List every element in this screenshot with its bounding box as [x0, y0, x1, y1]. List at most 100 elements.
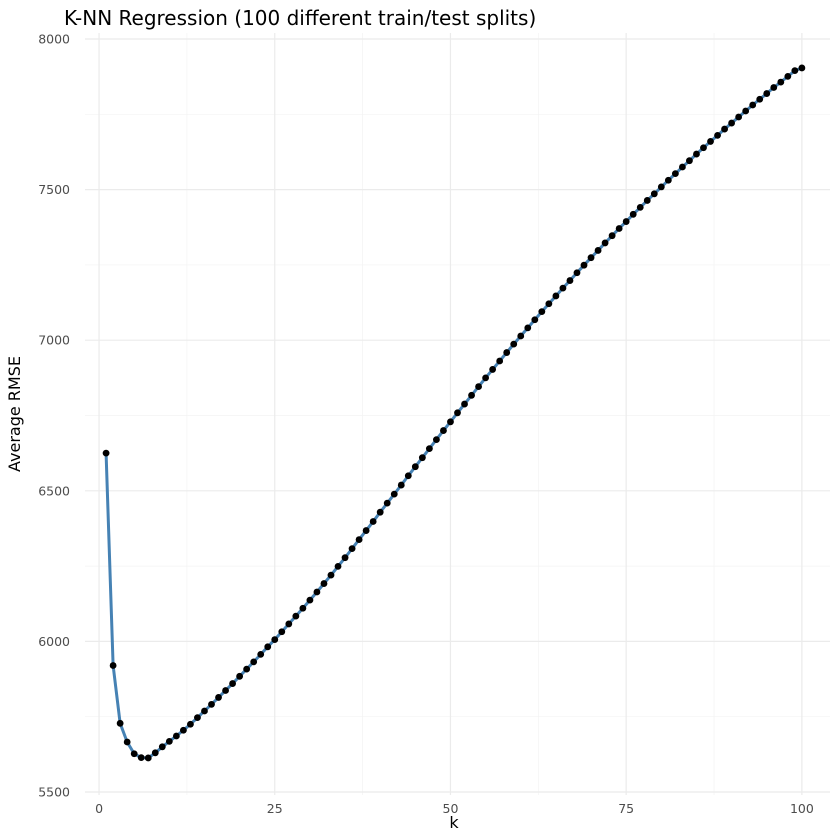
data-point — [587, 254, 595, 262]
data-point — [657, 183, 665, 191]
data-point — [144, 754, 152, 762]
data-point — [264, 643, 272, 651]
x-tick-label: 75 — [618, 801, 634, 816]
y-tick-label: 6500 — [38, 483, 70, 498]
data-point — [130, 750, 138, 758]
data-point — [229, 680, 236, 687]
data-point — [236, 672, 244, 680]
data-point — [496, 357, 504, 365]
data-point — [468, 391, 475, 399]
data-point — [454, 409, 461, 417]
y-axis-title: Average RMSE — [5, 356, 24, 472]
data-point — [650, 190, 658, 198]
data-point — [123, 738, 131, 746]
data-point — [172, 732, 180, 740]
data-point — [714, 132, 721, 139]
x-axis-tick-labels: 0 25 50 75 100 — [95, 801, 814, 816]
data-point — [545, 300, 553, 308]
data-point — [102, 449, 110, 457]
data-point — [510, 340, 518, 348]
data-point — [721, 125, 728, 133]
data-point — [404, 472, 412, 480]
data-point — [320, 580, 328, 587]
data-point — [165, 737, 173, 745]
data-point — [222, 687, 229, 694]
data-point — [580, 261, 588, 269]
data-point — [756, 95, 764, 103]
data-point — [552, 292, 560, 300]
data-point — [707, 138, 714, 145]
y-tick-label: 8000 — [38, 32, 70, 47]
data-point — [594, 247, 602, 254]
data-point — [461, 400, 468, 408]
data-point — [503, 349, 511, 356]
minor-gridlines — [85, 33, 830, 795]
data-point — [418, 454, 426, 462]
y-tick-label: 6000 — [38, 634, 70, 649]
data-point — [313, 588, 321, 596]
x-tick-label: 100 — [790, 801, 814, 816]
data-point — [798, 64, 806, 72]
data-point — [735, 113, 743, 121]
x-axis-title: k — [449, 813, 459, 832]
data-point — [749, 101, 757, 109]
data-point — [664, 176, 672, 184]
data-point — [770, 84, 778, 91]
data-point — [538, 308, 546, 315]
data-point — [397, 481, 405, 489]
x-tick-label: 0 — [95, 801, 103, 816]
data-point — [636, 203, 644, 211]
data-point — [151, 749, 159, 757]
x-tick-label: 25 — [267, 801, 283, 816]
data-point — [376, 508, 384, 516]
data-point — [278, 628, 286, 636]
data-point — [777, 78, 785, 86]
data-point — [693, 150, 700, 158]
data-point — [700, 144, 707, 152]
data-point — [559, 284, 567, 292]
data-point — [362, 527, 370, 534]
data-point — [257, 650, 265, 658]
data-point — [629, 210, 637, 218]
data-point — [531, 316, 539, 324]
data-point — [137, 754, 145, 762]
data-point — [482, 374, 490, 382]
data-point — [671, 170, 679, 178]
y-tick-label: 7500 — [38, 182, 70, 197]
data-point — [201, 707, 208, 715]
data-point — [475, 383, 482, 390]
data-point — [208, 700, 215, 708]
data-point — [615, 225, 623, 232]
data-point — [355, 536, 363, 543]
data-point — [679, 163, 686, 171]
data-point — [109, 662, 117, 669]
data-point — [194, 714, 201, 721]
data-point — [728, 119, 735, 127]
major-gridlines — [85, 33, 830, 795]
data-point — [250, 658, 258, 666]
data-point — [411, 463, 419, 471]
data-point — [566, 277, 574, 284]
data-point — [784, 72, 792, 80]
data-point — [447, 418, 454, 426]
data-point — [517, 332, 525, 340]
data-point — [369, 518, 377, 525]
data-point — [440, 427, 447, 434]
x-tick-label: 50 — [443, 801, 459, 816]
data-point — [327, 571, 335, 579]
data-point — [383, 499, 391, 507]
data-point — [763, 90, 771, 97]
data-point — [180, 726, 187, 734]
data-point — [608, 232, 616, 240]
chart-title: K-NN Regression (100 different train/tes… — [64, 6, 536, 30]
data-point — [425, 445, 433, 453]
data-point — [524, 324, 532, 332]
y-tick-label: 5500 — [38, 784, 70, 799]
data-point — [433, 436, 440, 443]
data-point — [285, 620, 293, 628]
data-point — [158, 743, 166, 751]
data-point — [348, 545, 356, 553]
data-point — [116, 719, 124, 727]
data-point — [271, 636, 279, 643]
